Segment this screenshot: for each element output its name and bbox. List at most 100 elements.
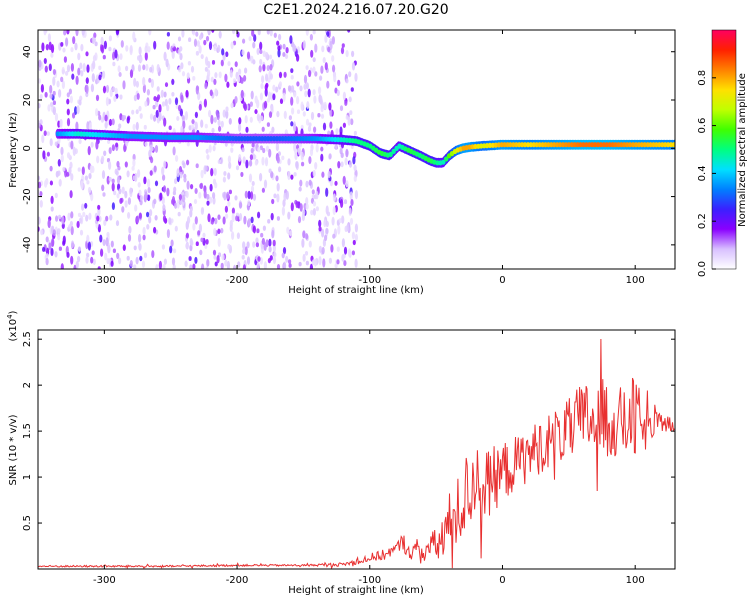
heatmap-noise-cell bbox=[70, 47, 74, 53]
heatmap-noise-cell bbox=[70, 211, 74, 219]
heatmap-noise-cell bbox=[241, 147, 245, 153]
heatmap-noise-cell bbox=[39, 191, 43, 197]
x-tick-label: 0 bbox=[499, 275, 505, 286]
heatmap-noise-cell bbox=[234, 61, 238, 68]
heatmap-noise-cell bbox=[200, 207, 204, 215]
heatmap-noise-cell bbox=[313, 95, 317, 104]
heatmap-noise-cell bbox=[213, 45, 217, 52]
heatmap-noise-cell bbox=[217, 237, 221, 248]
heatmap-noise-cell bbox=[142, 64, 146, 71]
heatmap-noise-cell bbox=[129, 69, 134, 78]
heatmap-noise-cell bbox=[259, 172, 263, 182]
heatmap-noise-cell bbox=[179, 200, 183, 205]
heatmap-noise-cell bbox=[77, 167, 81, 172]
heatmap-noise-cell bbox=[250, 147, 254, 154]
heatmap-noise-cell bbox=[213, 167, 217, 176]
heatmap-noise-cell bbox=[261, 237, 265, 245]
heatmap-y-axis-label: Frequency (Hz) bbox=[8, 112, 19, 188]
heatmap-noise-cell bbox=[340, 199, 344, 208]
heatmap-noise-cell bbox=[158, 111, 162, 122]
heatmap-noise-cell bbox=[276, 193, 280, 203]
heatmap-noise-cell bbox=[263, 179, 268, 189]
heatmap-noise-cell bbox=[154, 180, 159, 187]
heatmap-noise-cell bbox=[162, 215, 167, 223]
heatmap-noise-cell bbox=[332, 193, 336, 202]
heatmap-noise-cell bbox=[246, 51, 251, 60]
snr-multiplier-label: (x104) bbox=[6, 310, 19, 341]
heatmap-noise-cell bbox=[344, 157, 348, 166]
heatmap-noise-cell bbox=[181, 30, 185, 38]
heatmap-noise-cell bbox=[209, 183, 213, 192]
heatmap-noise-cell bbox=[67, 212, 71, 221]
heatmap-noise-cell bbox=[206, 154, 210, 160]
heatmap-noise-cell bbox=[261, 156, 265, 166]
heatmap-noise-cell bbox=[272, 256, 277, 265]
heatmap-noise-cell bbox=[254, 109, 258, 115]
heatmap-noise-cell bbox=[181, 194, 185, 203]
heatmap-noise-cell bbox=[327, 171, 331, 179]
heatmap-noise-cell bbox=[119, 94, 123, 100]
heatmap-noise-cell bbox=[111, 202, 115, 211]
heatmap-noise-cell bbox=[107, 244, 111, 254]
heatmap-noise-cell bbox=[180, 125, 184, 135]
heatmap-noise-cell bbox=[265, 145, 270, 152]
heatmap-noise-cell bbox=[77, 52, 81, 61]
heatmap-noise-cell bbox=[118, 123, 122, 129]
heatmap-noise-cell bbox=[78, 99, 82, 106]
heatmap-noise-cell bbox=[179, 53, 183, 61]
heatmap-noise-cell bbox=[38, 216, 41, 225]
heatmap-noise-cell bbox=[285, 46, 289, 54]
heatmap-noise-cell bbox=[334, 263, 338, 269]
heatmap-noise-cell bbox=[102, 70, 106, 79]
heatmap-noise-cell bbox=[147, 187, 151, 194]
heatmap-noise-cell bbox=[348, 71, 352, 78]
heatmap-noise-cell bbox=[126, 116, 130, 124]
heatmap-noise-cell bbox=[303, 83, 307, 90]
heatmap-noise-cell bbox=[308, 240, 312, 248]
heatmap-noise-cell bbox=[276, 216, 280, 221]
heatmap-noise-cell bbox=[42, 246, 46, 252]
heatmap-noise-cell bbox=[85, 77, 89, 84]
heatmap-noise-cell bbox=[268, 54, 273, 60]
heatmap-noise-cell bbox=[94, 41, 98, 47]
heatmap-noise-cell bbox=[58, 214, 62, 220]
heatmap-noise-cell bbox=[176, 168, 180, 178]
heatmap-noise-cell bbox=[268, 246, 272, 253]
heatmap-noise-cell bbox=[220, 156, 224, 165]
heatmap-noise-cell bbox=[314, 162, 318, 170]
heatmap-noise-cell bbox=[238, 68, 242, 75]
heatmap-noise-cell bbox=[90, 83, 94, 93]
heatmap-ridge-cell bbox=[671, 142, 675, 148]
heatmap-noise-cell bbox=[69, 190, 73, 199]
heatmap-noise-cell bbox=[202, 232, 206, 238]
heatmap-noise-cell bbox=[302, 209, 306, 216]
heatmap-noise-cell bbox=[212, 249, 217, 256]
heatmap-noise-cell bbox=[182, 120, 186, 130]
heatmap-noise-cell bbox=[251, 142, 255, 148]
heatmap-noise-cell bbox=[276, 155, 280, 164]
heatmap-noise-cell bbox=[194, 111, 198, 119]
heatmap-noise-cell bbox=[180, 94, 184, 103]
x-tick-label: -300 bbox=[93, 575, 116, 586]
heatmap-noise-cell bbox=[260, 82, 264, 90]
heatmap-noise-cell bbox=[138, 242, 142, 251]
heatmap-noise-cell bbox=[164, 98, 168, 107]
heatmap-noise-cell bbox=[66, 251, 70, 258]
heatmap-noise-cell bbox=[242, 248, 246, 255]
heatmap-noise-cell bbox=[201, 263, 205, 269]
heatmap-noise-cell bbox=[315, 190, 319, 200]
heatmap-noise-cell bbox=[75, 75, 79, 85]
x-tick-label: 100 bbox=[626, 575, 645, 586]
heatmap-noise-cell bbox=[299, 85, 303, 92]
heatmap-noise-cell bbox=[212, 178, 217, 185]
heatmap-noise-cell bbox=[251, 30, 255, 37]
heatmap-noise-cell bbox=[45, 257, 49, 266]
heatmap-noise-cell bbox=[70, 226, 74, 236]
heatmap-noise-cell bbox=[57, 170, 61, 176]
heatmap-noise-cell bbox=[125, 65, 129, 72]
heatmap-noise-cell bbox=[149, 113, 154, 120]
heatmap-noise-cell bbox=[229, 69, 233, 78]
heatmap-noise-cell bbox=[122, 244, 126, 251]
heatmap-noise-cell bbox=[214, 72, 218, 79]
heatmap-noise-cell bbox=[172, 146, 176, 156]
